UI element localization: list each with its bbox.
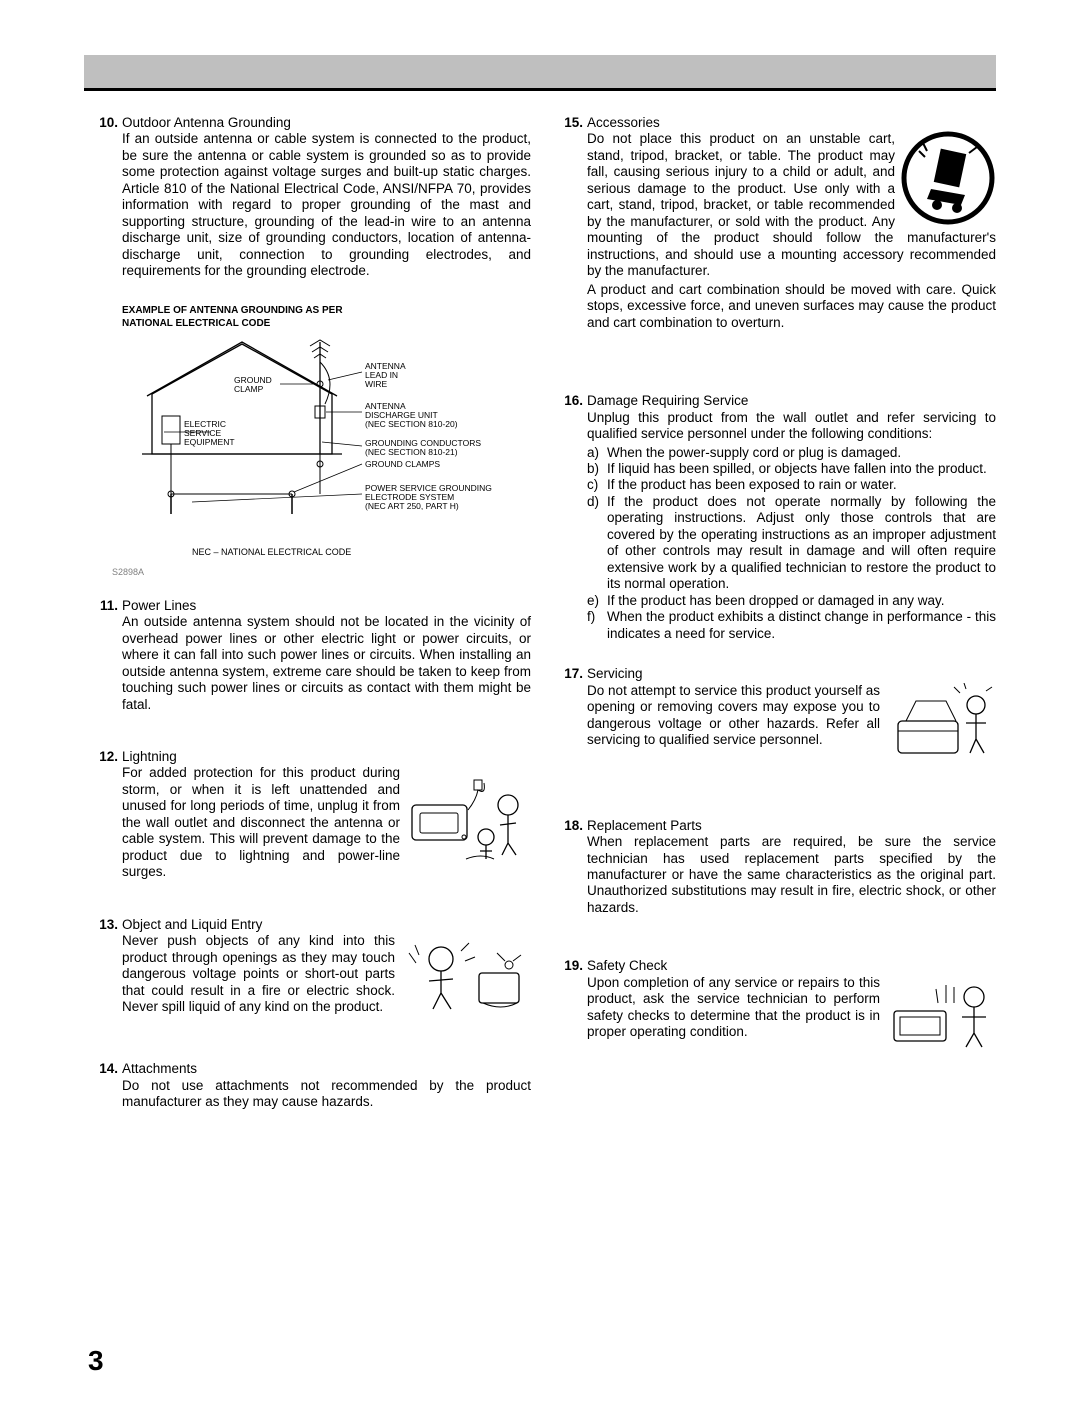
item-title: Servicing <box>587 666 643 681</box>
item-17: 17. Servicing Do not attempt to service … <box>561 666 996 769</box>
item-title: Accessories <box>587 115 660 130</box>
item-number: 19. <box>561 958 587 1056</box>
item-title: Power Lines <box>122 598 196 613</box>
diagram-caption: EXAMPLE OF ANTENNA GROUNDING AS PER NATI… <box>122 304 531 330</box>
subitem: c)If the product has been exposed to rai… <box>587 477 996 493</box>
item-10: 10. Outdoor Antenna Grounding If an outs… <box>96 115 531 280</box>
item-number: 16. <box>561 393 587 642</box>
servicing-illustration <box>886 683 996 768</box>
label-electric-service: ELECTRIC SERVICE EQUIPMENT <box>184 420 235 448</box>
label-ground-clamp: GROUND CLAMP <box>234 376 272 395</box>
item-title: Lightning <box>122 749 177 764</box>
subitem: f)When the product exhibits a distinct c… <box>587 609 996 642</box>
item-text: When replacement parts are required, be … <box>587 834 996 916</box>
label-grounding-conductors: GROUNDING CONDUCTORS (NEC SECTION 810-21… <box>365 439 481 458</box>
item-18: 18. Replacement Parts When replacement p… <box>561 818 996 917</box>
subitem: e)If the product has been dropped or dam… <box>587 593 996 609</box>
lightning-illustration <box>406 765 531 865</box>
item-title: Attachments <box>122 1061 197 1076</box>
item-number: 13. <box>96 917 122 1025</box>
item-number: 18. <box>561 818 587 917</box>
item-title: Safety Check <box>587 958 667 973</box>
item-title: Outdoor Antenna Grounding <box>122 115 291 130</box>
safety-check-illustration <box>886 975 996 1055</box>
page-number: 3 <box>88 1345 104 1377</box>
item-text: Unplug this product from the wall outlet… <box>587 410 996 443</box>
item-text: Do not use attachments not recommended b… <box>122 1078 531 1111</box>
item-number: 11. <box>96 598 122 713</box>
header-band <box>84 55 996 91</box>
item-text-b: uct due to lightning and power-line surg… <box>122 848 400 879</box>
object-entry-illustration <box>401 933 531 1023</box>
antenna-diagram: GROUND CLAMP ELECTRIC SERVICE EQUIPMENT … <box>122 334 472 564</box>
subitem: a)When the power-supply cord or plug is … <box>587 445 996 461</box>
item-19: 19. Safety Check Upon completion of any … <box>561 958 996 1056</box>
sublist-16: a)When the power-supply cord or plug is … <box>587 445 996 643</box>
content-columns: 10. Outdoor Antenna Grounding If an outs… <box>96 115 996 1135</box>
item-13: 13. Object and Liquid Entry Never push o… <box>96 917 531 1025</box>
label-power-service: POWER SERVICE GROUNDING ELECTRODE SYSTEM… <box>365 484 492 512</box>
item-number: 15. <box>561 115 587 331</box>
subitem: b)If liquid has been spilled, or objects… <box>587 461 996 477</box>
cart-warning-icon <box>901 131 996 226</box>
item-11: 11. Power Lines An outside antenna syste… <box>96 598 531 713</box>
item-number: 12. <box>96 749 122 881</box>
subitem: d)If the product does not operate normal… <box>587 494 996 593</box>
diagram-code: S2898A <box>112 568 144 578</box>
item-number: 17. <box>561 666 587 769</box>
item-16: 16. Damage Requiring Service Unplug this… <box>561 393 996 642</box>
item-text: An outside antenna system should not be … <box>122 614 531 713</box>
left-column: 10. Outdoor Antenna Grounding If an outs… <box>96 115 531 1135</box>
item-number: 10. <box>96 115 122 280</box>
item-title: Object and Liquid Entry <box>122 917 262 932</box>
item-title: Damage Requiring Service <box>587 393 748 408</box>
item-text-c: A product and cart combination should be… <box>587 282 996 331</box>
item-14: 14. Attachments Do not use attachments n… <box>96 1061 531 1110</box>
item-text: If an outside antenna or cable system is… <box>122 131 531 279</box>
item-number: 14. <box>96 1061 122 1110</box>
right-column: 15. Accessories Do not place this produc… <box>561 115 996 1135</box>
label-discharge-unit: ANTENNA DISCHARGE UNIT (NEC SECTION 810-… <box>365 402 458 430</box>
item-15: 15. Accessories Do not place this produc… <box>561 115 996 331</box>
label-antenna-lead: ANTENNA LEAD IN WIRE <box>365 362 406 390</box>
label-ground-clamps: GROUND CLAMPS <box>365 460 440 469</box>
item-12: 12. Lightning <box>96 749 531 881</box>
item-title: Replacement Parts <box>587 818 702 833</box>
diagram-footnote: NEC – NATIONAL ELECTRICAL CODE <box>192 548 351 558</box>
